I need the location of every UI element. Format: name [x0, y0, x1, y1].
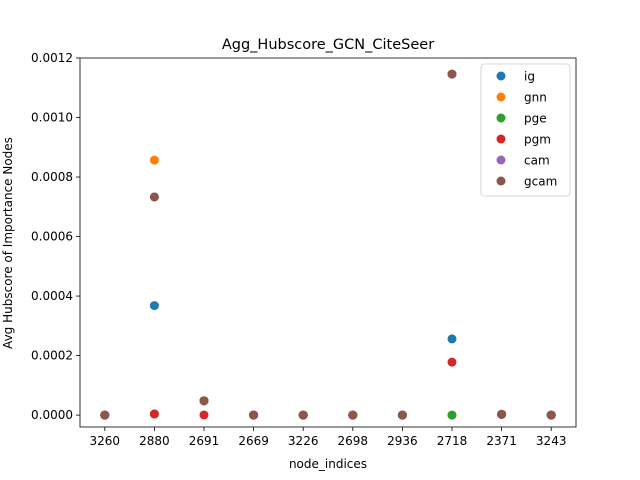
legend-label-gcam: gcam: [524, 175, 557, 189]
legend-marker-gcam: [496, 176, 506, 186]
data-point-gcam: [298, 410, 308, 420]
y-tick-label: 0.0006: [31, 230, 73, 244]
legend-marker-gnn: [496, 92, 506, 102]
data-point-pge: [447, 410, 457, 420]
y-tick-label: 0.0010: [31, 111, 73, 125]
legend-marker-pge: [496, 113, 506, 123]
y-tick-label: 0.0008: [31, 170, 73, 184]
legend-label-pge: pge: [524, 112, 547, 126]
y-tick-label: 0.0012: [31, 51, 73, 65]
data-point-gcam: [447, 69, 457, 79]
legend-marker-cam: [496, 155, 506, 165]
y-axis-label: Avg Hubscore of Importance Nodes: [1, 137, 15, 349]
x-tick-label: 2691: [189, 434, 220, 448]
legend-label-gnn: gnn: [524, 91, 547, 105]
data-point-gcam: [249, 410, 259, 420]
x-tick-label: 3226: [288, 434, 319, 448]
x-tick-label: 2880: [139, 434, 170, 448]
y-tick-label: 0.0000: [31, 408, 73, 422]
data-point-gcam: [149, 192, 159, 202]
chart-title: Agg_Hubscore_GCN_CiteSeer: [222, 37, 434, 53]
data-point-gcam: [397, 410, 407, 420]
data-point-gcam: [199, 396, 209, 406]
data-point-gnn: [149, 155, 159, 165]
data-point-gcam: [348, 410, 358, 420]
data-point-pgm: [149, 409, 159, 419]
data-point-pgm: [199, 410, 209, 420]
y-tick-label: 0.0004: [31, 289, 73, 303]
x-axis-label: node_indices: [289, 457, 367, 471]
legend: ig gnn pge pgm cam gcam: [480, 63, 571, 197]
data-point-ig: [149, 301, 159, 311]
legend-marker-ig: [496, 71, 506, 81]
axes-frame: [79, 57, 577, 428]
x-tick-label: 2718: [437, 434, 468, 448]
data-point-gcam: [497, 409, 507, 419]
data-point-gcam: [546, 410, 556, 420]
legend-label-pgm: pgm: [524, 133, 551, 147]
data-point-pgm: [447, 357, 457, 367]
plot-area: 3260 2880 2691 2669 3226 2698 2936 2718 2371 3243…: [31, 51, 577, 448]
x-tick-label: 2669: [238, 434, 269, 448]
data-point-ig: [447, 334, 457, 344]
legend-label-cam: cam: [524, 154, 550, 168]
x-tick-label: 2936: [387, 434, 418, 448]
legend-marker-pgm: [496, 134, 506, 144]
x-tick-label: 3260: [90, 434, 121, 448]
x-tick-label: 3243: [536, 434, 567, 448]
y-tick-label: 0.0002: [31, 349, 73, 363]
x-tick-label: 2698: [338, 434, 369, 448]
legend-label-ig: ig: [524, 70, 535, 84]
x-tick-label: 2371: [486, 434, 517, 448]
data-point-gcam: [100, 410, 110, 420]
